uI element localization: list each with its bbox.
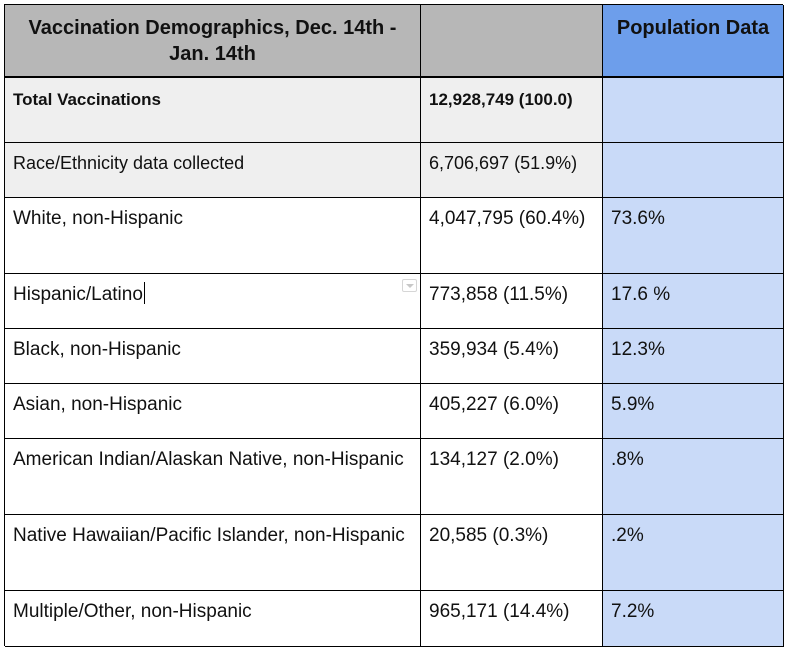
row-count-cell[interactable]: 965,171 (14.4%) bbox=[421, 591, 603, 647]
row-count-cell[interactable]: 134,127 (2.0%) bbox=[421, 439, 603, 515]
row-population-cell[interactable]: 17.6 % bbox=[603, 274, 784, 329]
row-label-cell[interactable]: Black, non-Hispanic bbox=[5, 329, 421, 384]
row-count: 12,928,749 (100.0) bbox=[429, 90, 573, 109]
header-middle-cell[interactable] bbox=[421, 5, 603, 78]
row-label-cell[interactable]: Asian, non-Hispanic bbox=[5, 384, 421, 439]
row-label: American Indian/Alaskan Native, non-Hisp… bbox=[13, 449, 404, 470]
row-label: Multiple/Other, non-Hispanic bbox=[13, 601, 252, 622]
row-count-cell[interactable]: 773,858 (11.5%) bbox=[421, 274, 603, 329]
row-population-cell[interactable]: 73.6% bbox=[603, 198, 784, 274]
row-label: Race/Ethnicity data collected bbox=[13, 153, 245, 173]
row-population: 17.6 % bbox=[611, 284, 671, 305]
row-count-cell[interactable]: 4,047,795 (60.4%) bbox=[421, 198, 603, 274]
row-population-cell[interactable]: 5.9% bbox=[603, 384, 784, 439]
row-population: .2% bbox=[611, 525, 644, 546]
row-count-cell[interactable]: 6,706,697 (51.9%) bbox=[421, 143, 603, 198]
row-label-cell[interactable]: Race/Ethnicity data collected bbox=[5, 143, 421, 198]
row-population: .8% bbox=[611, 449, 644, 470]
row-population: 7.2% bbox=[611, 601, 655, 622]
row-count: 6,706,697 (51.9%) bbox=[429, 153, 578, 173]
row-population-cell[interactable]: 12.3% bbox=[603, 329, 784, 384]
row-label-cell[interactable]: Multiple/Other, non-Hispanic bbox=[5, 591, 421, 647]
vaccination-table: Vaccination Demographics, Dec. 14th - Ja… bbox=[4, 4, 784, 647]
row-count-cell[interactable]: 12,928,749 (100.0) bbox=[421, 78, 603, 143]
row-population-cell[interactable] bbox=[603, 143, 784, 198]
text-cursor bbox=[143, 282, 145, 304]
header-title: Vaccination Demographics, Dec. 14th - Ja… bbox=[28, 17, 397, 65]
row-count: 4,047,795 (60.4%) bbox=[429, 208, 586, 229]
header-title-cell[interactable]: Vaccination Demographics, Dec. 14th - Ja… bbox=[5, 5, 421, 78]
row-population: 5.9% bbox=[611, 394, 655, 415]
row-label: White, non-Hispanic bbox=[13, 208, 184, 229]
row-label: Asian, non-Hispanic bbox=[13, 394, 182, 415]
row-population-cell[interactable]: .2% bbox=[603, 515, 784, 591]
row-count: 359,934 (5.4%) bbox=[429, 339, 559, 360]
row-label: Hispanic/Latino bbox=[13, 284, 143, 305]
row-population: 12.3% bbox=[611, 339, 665, 360]
row-label-cell[interactable]: American Indian/Alaskan Native, non-Hisp… bbox=[5, 439, 421, 515]
row-label-cell[interactable]: Native Hawaiian/Pacific Islander, non-Hi… bbox=[5, 515, 421, 591]
row-count: 20,585 (0.3%) bbox=[429, 525, 549, 546]
row-count-cell[interactable]: 20,585 (0.3%) bbox=[421, 515, 603, 591]
header-population-cell[interactable]: Population Data bbox=[603, 5, 784, 78]
row-label-cell[interactable]: Total Vaccinations bbox=[5, 78, 421, 143]
row-label: Black, non-Hispanic bbox=[13, 339, 181, 360]
row-count-cell[interactable]: 405,227 (6.0%) bbox=[421, 384, 603, 439]
dropdown-arrow-icon[interactable] bbox=[402, 279, 417, 292]
header-population: Population Data bbox=[616, 17, 770, 39]
row-count: 773,858 (11.5%) bbox=[429, 284, 569, 305]
row-label-cell[interactable]: White, non-Hispanic bbox=[5, 198, 421, 274]
row-label: Native Hawaiian/Pacific Islander, non-Hi… bbox=[13, 525, 405, 546]
row-label: Total Vaccinations bbox=[13, 90, 162, 109]
row-count: 405,227 (6.0%) bbox=[429, 394, 559, 415]
row-count-cell[interactable]: 359,934 (5.4%) bbox=[421, 329, 603, 384]
row-population-cell[interactable]: .8% bbox=[603, 439, 784, 515]
row-population-cell[interactable] bbox=[603, 78, 784, 143]
row-label-cell-active[interactable]: Hispanic/Latino bbox=[5, 274, 421, 329]
row-population: 73.6% bbox=[611, 208, 665, 229]
row-population-cell[interactable]: 7.2% bbox=[603, 591, 784, 647]
row-count: 134,127 (2.0%) bbox=[429, 449, 559, 470]
row-count: 965,171 (14.4%) bbox=[429, 601, 570, 622]
